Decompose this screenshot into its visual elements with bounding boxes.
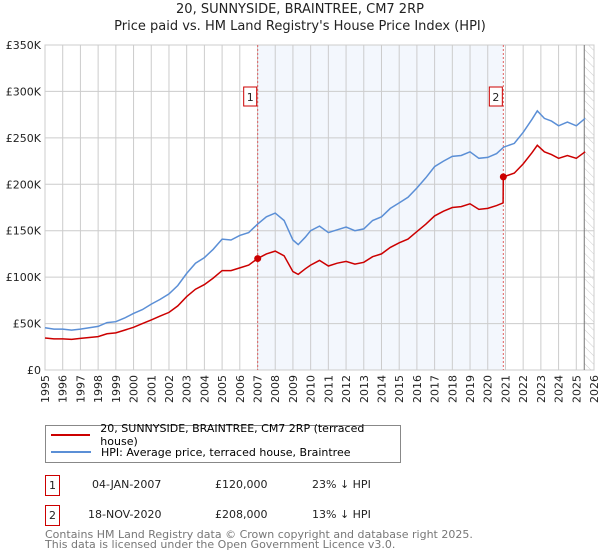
x-tick-label: 2005 [216,375,229,403]
x-tick-label: 2015 [393,375,406,403]
x-tick-label: 2010 [305,375,318,403]
legend-label: HPI: Average price, terraced house, Brai… [101,445,351,459]
x-tick-label: 2025 [570,375,583,403]
y-tick-label: £0 [27,364,41,377]
legend: 20, SUNNYSIDE, BRAINTREE, CM7 2RP (terra… [45,422,401,463]
x-tick-label: 2018 [446,375,459,403]
x-tick-label: 2017 [429,375,442,403]
x-tick-label: 2013 [358,375,371,403]
transaction-row: 2 18-NOV-2020 £208,000 13% ↓ HPI [45,505,445,526]
transaction-number: 2 [45,505,60,526]
x-tick-label: 2003 [181,375,194,403]
x-tick-label: 1996 [57,375,70,403]
ownership-shaded-region [257,45,504,370]
x-tick-label: 2008 [269,375,282,403]
y-tick-label: £50K [13,318,42,331]
legend-label: 20, SUNNYSIDE, BRAINTREE, CM7 2RP (terra… [100,422,365,448]
chart-title: 20, SUNNYSIDE, BRAINTREE, CM7 2RP [176,2,424,17]
chart-subtitle: Price paid vs. HM Land Registry's House … [114,19,486,34]
x-tick-label: 2011 [322,375,335,403]
x-tick-label: 2019 [464,375,477,403]
sale-label: 2 [492,91,499,104]
plot-border [44,44,595,371]
x-tick-label: 2009 [287,375,300,403]
sale-label: 1 [247,91,254,104]
y-tick-label: £350K [6,39,42,52]
x-tick-label: 2012 [340,375,353,403]
x-tick-label: 1999 [110,375,123,403]
transaction-number: 1 [45,475,60,496]
sale-label-box [488,86,503,107]
x-tick-label: 2014 [375,375,388,403]
y-tick-label: £150K [6,225,42,238]
x-tick-label: 2023 [535,375,548,403]
x-tick-label: 2004 [198,375,211,403]
sale-label-box [243,86,258,107]
footer-line: Contains HM Land Registry data © Crown c… [45,528,473,541]
transaction-date: 04-JAN-2007 [92,478,162,491]
legend-swatch-red [51,434,91,436]
transaction-price: £208,000 [215,508,268,521]
x-tick-label: 2001 [145,375,158,403]
x-tick-label: 2021 [499,375,512,403]
plot-area: 1995 1996 1997 1998 1999 2000 2001 2002 2003 2004… [6,39,600,403]
transaction-date: 18-NOV-2020 [88,508,162,521]
x-tick-label: 2020 [482,375,495,403]
x-tick-label: 2024 [553,375,566,403]
transaction-hpi-diff: 13% ↓ HPI [312,508,371,521]
x-tick-label: 2006 [234,375,247,403]
legend-item-price-paid: 20, SUNNYSIDE, BRAINTREE, CM7 2RP (terra… [51,422,400,448]
footer-line: This data is licensed under the Open Gov… [45,538,396,551]
x-tick-label: 1995 [39,375,52,403]
x-tick-label: 2007 [252,375,265,403]
transaction-hpi-diff: 23% ↓ HPI [312,478,371,491]
x-tick-label: 2022 [517,375,530,403]
transaction-row: 1 04-JAN-2007 £120,000 23% ↓ HPI [45,475,445,496]
y-tick-label: £300K [6,85,42,98]
price-paid-line [44,144,586,341]
x-tick-label: 2026 [588,375,600,403]
x-tick-label: 2016 [411,375,424,403]
legend-swatch-blue [51,451,91,453]
forecast-hatched-region [584,45,594,370]
y-tick-label: £200K [6,178,42,191]
legend-item-hpi: HPI: Average price, terraced house, Brai… [51,444,351,460]
x-tick-label: 1998 [92,375,105,403]
x-tick-label: 2000 [128,375,141,403]
y-tick-label: £100K [6,271,42,284]
sale-point [499,173,507,181]
x-tick-label: 2002 [163,375,176,403]
footer: Contains HM Land Registry data © Crown c… [45,528,473,551]
sale-point [254,255,262,263]
y-tick-label: £250K [6,132,42,145]
transaction-price: £120,000 [215,478,268,491]
x-tick-label: 1997 [74,375,87,403]
hpi-line [44,109,586,331]
